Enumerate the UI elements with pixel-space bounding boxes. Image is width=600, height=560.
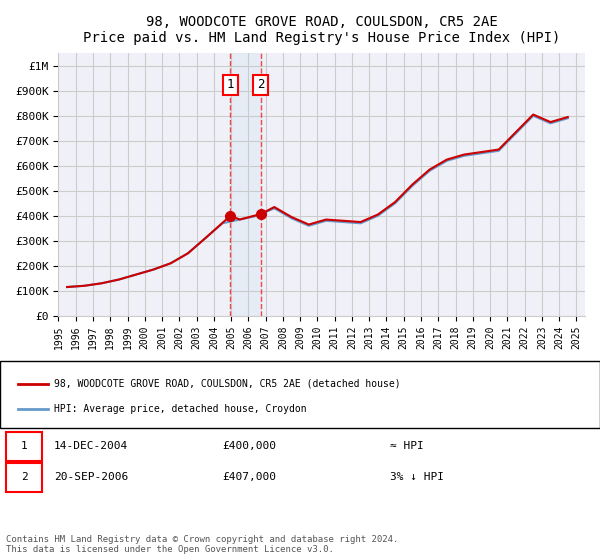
Text: 1: 1 — [20, 441, 28, 451]
Text: Contains HM Land Registry data © Crown copyright and database right 2024.
This d: Contains HM Land Registry data © Crown c… — [6, 535, 398, 554]
Text: 2: 2 — [257, 78, 265, 91]
Text: 2: 2 — [20, 472, 28, 482]
Text: HPI: Average price, detached house, Croydon: HPI: Average price, detached house, Croy… — [54, 404, 307, 414]
Text: £407,000: £407,000 — [222, 472, 276, 482]
Title: 98, WOODCOTE GROVE ROAD, COULSDON, CR5 2AE
Price paid vs. HM Land Registry's Hou: 98, WOODCOTE GROVE ROAD, COULSDON, CR5 2… — [83, 15, 560, 45]
Text: 20-SEP-2006: 20-SEP-2006 — [54, 472, 128, 482]
Text: £400,000: £400,000 — [222, 441, 276, 451]
Text: ≈ HPI: ≈ HPI — [390, 441, 424, 451]
Text: 14-DEC-2004: 14-DEC-2004 — [54, 441, 128, 451]
Text: 98, WOODCOTE GROVE ROAD, COULSDON, CR5 2AE (detached house): 98, WOODCOTE GROVE ROAD, COULSDON, CR5 2… — [54, 379, 401, 389]
Bar — [230, 53, 261, 316]
Text: 3% ↓ HPI: 3% ↓ HPI — [390, 472, 444, 482]
Text: 1: 1 — [227, 78, 234, 91]
